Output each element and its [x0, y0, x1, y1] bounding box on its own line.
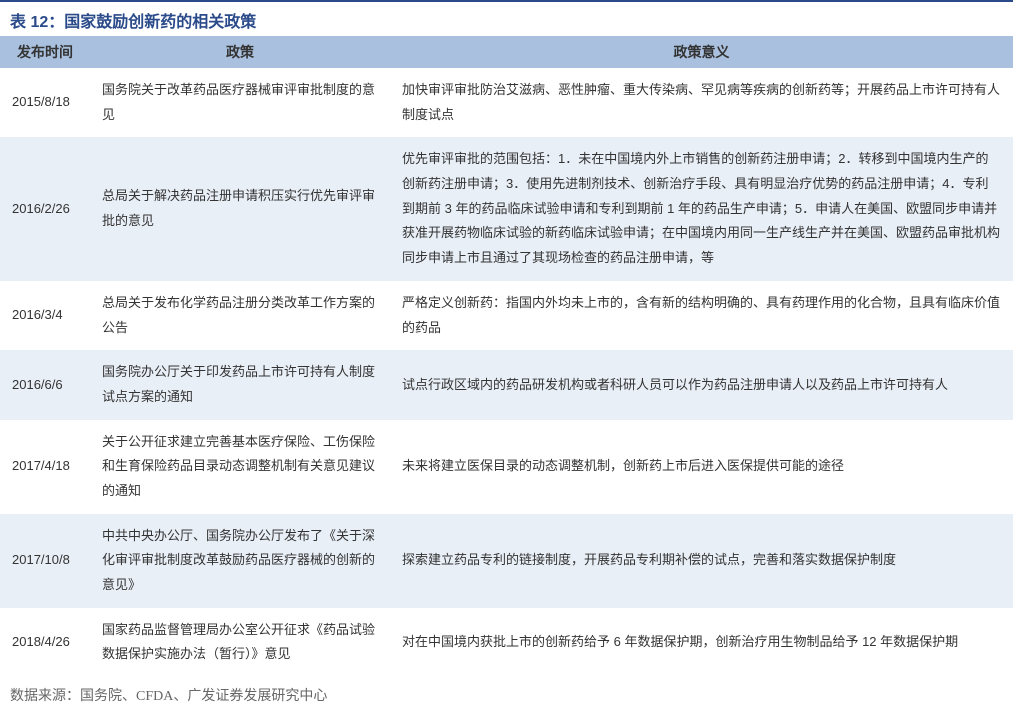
table-row: 2016/3/4总局关于发布化学药品注册分类改革工作方案的公告严格定义创新药：指…: [0, 281, 1013, 350]
cell-policy: 国务院办公厅关于印发药品上市许可持有人制度试点方案的通知: [90, 350, 390, 419]
table-row: 2017/10/8中共中央办公厅、国务院办公厅发布了《关于深化审评审批制度改革鼓…: [0, 514, 1013, 608]
cell-date: 2016/6/6: [0, 350, 90, 419]
cell-policy: 总局关于发布化学药品注册分类改革工作方案的公告: [90, 281, 390, 350]
policy-table: 发布时间 政策 政策意义 2015/8/18国务院关于改革药品医疗器械审评审批制…: [0, 36, 1013, 677]
cell-policy: 中共中央办公厅、国务院办公厅发布了《关于深化审评审批制度改革鼓励药品医疗器械的创…: [90, 514, 390, 608]
cell-meaning: 未来将建立医保目录的动态调整机制，创新药上市后进入医保提供可能的途径: [390, 420, 1013, 514]
cell-policy: 关于公开征求建立完善基本医疗保险、工伤保险和生育保险药品目录动态调整机制有关意见…: [90, 420, 390, 514]
cell-policy: 国务院关于改革药品医疗器械审评审批制度的意见: [90, 68, 390, 137]
table-row: 2017/4/18关于公开征求建立完善基本医疗保险、工伤保险和生育保险药品目录动…: [0, 420, 1013, 514]
table-row: 2016/6/6国务院办公厅关于印发药品上市许可持有人制度试点方案的通知试点行政…: [0, 350, 1013, 419]
cell-date: 2016/2/26: [0, 137, 90, 280]
col-header-meaning: 政策意义: [390, 36, 1013, 68]
cell-meaning: 对在中国境内获批上市的创新药给予 6 年数据保护期，创新治疗用生物制品给予 12…: [390, 608, 1013, 677]
cell-meaning: 试点行政区域内的药品研发机构或者科研人员可以作为药品注册申请人以及药品上市许可持…: [390, 350, 1013, 419]
table-body: 2015/8/18国务院关于改革药品医疗器械审评审批制度的意见加快审评审批防治艾…: [0, 68, 1013, 677]
table-header-row: 发布时间 政策 政策意义: [0, 36, 1013, 68]
cell-policy: 国家药品监督管理局办公室公开征求《药品试验数据保护实施办法（暂行）》意见: [90, 608, 390, 677]
cell-date: 2017/4/18: [0, 420, 90, 514]
cell-date: 2017/10/8: [0, 514, 90, 608]
cell-meaning: 探索建立药品专利的链接制度，开展药品专利期补偿的试点，完善和落实数据保护制度: [390, 514, 1013, 608]
table-row: 2015/8/18国务院关于改革药品医疗器械审评审批制度的意见加快审评审批防治艾…: [0, 68, 1013, 137]
cell-meaning: 优先审评审批的范围包括：1．未在中国境内外上市销售的创新药注册申请；2．转移到中…: [390, 137, 1013, 280]
cell-date: 2015/8/18: [0, 68, 90, 137]
cell-policy: 总局关于解决药品注册申请积压实行优先审评审批的意见: [90, 137, 390, 280]
table-footer-source: 数据来源：国务院、CFDA、广发证券发展研究中心: [0, 677, 1013, 715]
cell-date: 2018/4/26: [0, 608, 90, 677]
col-header-date: 发布时间: [0, 36, 90, 68]
table-title: 表 12：国家鼓励创新药的相关政策: [0, 0, 1013, 36]
cell-date: 2016/3/4: [0, 281, 90, 350]
table-row: 2018/4/26国家药品监督管理局办公室公开征求《药品试验数据保护实施办法（暂…: [0, 608, 1013, 677]
cell-meaning: 加快审评审批防治艾滋病、恶性肿瘤、重大传染病、罕见病等疾病的创新药等；开展药品上…: [390, 68, 1013, 137]
col-header-policy: 政策: [90, 36, 390, 68]
table-container: 表 12：国家鼓励创新药的相关政策 发布时间 政策 政策意义 2015/8/18…: [0, 0, 1013, 715]
cell-meaning: 严格定义创新药：指国内外均未上市的，含有新的结构明确的、具有药理作用的化合物，且…: [390, 281, 1013, 350]
table-row: 2016/2/26总局关于解决药品注册申请积压实行优先审评审批的意见优先审评审批…: [0, 137, 1013, 280]
